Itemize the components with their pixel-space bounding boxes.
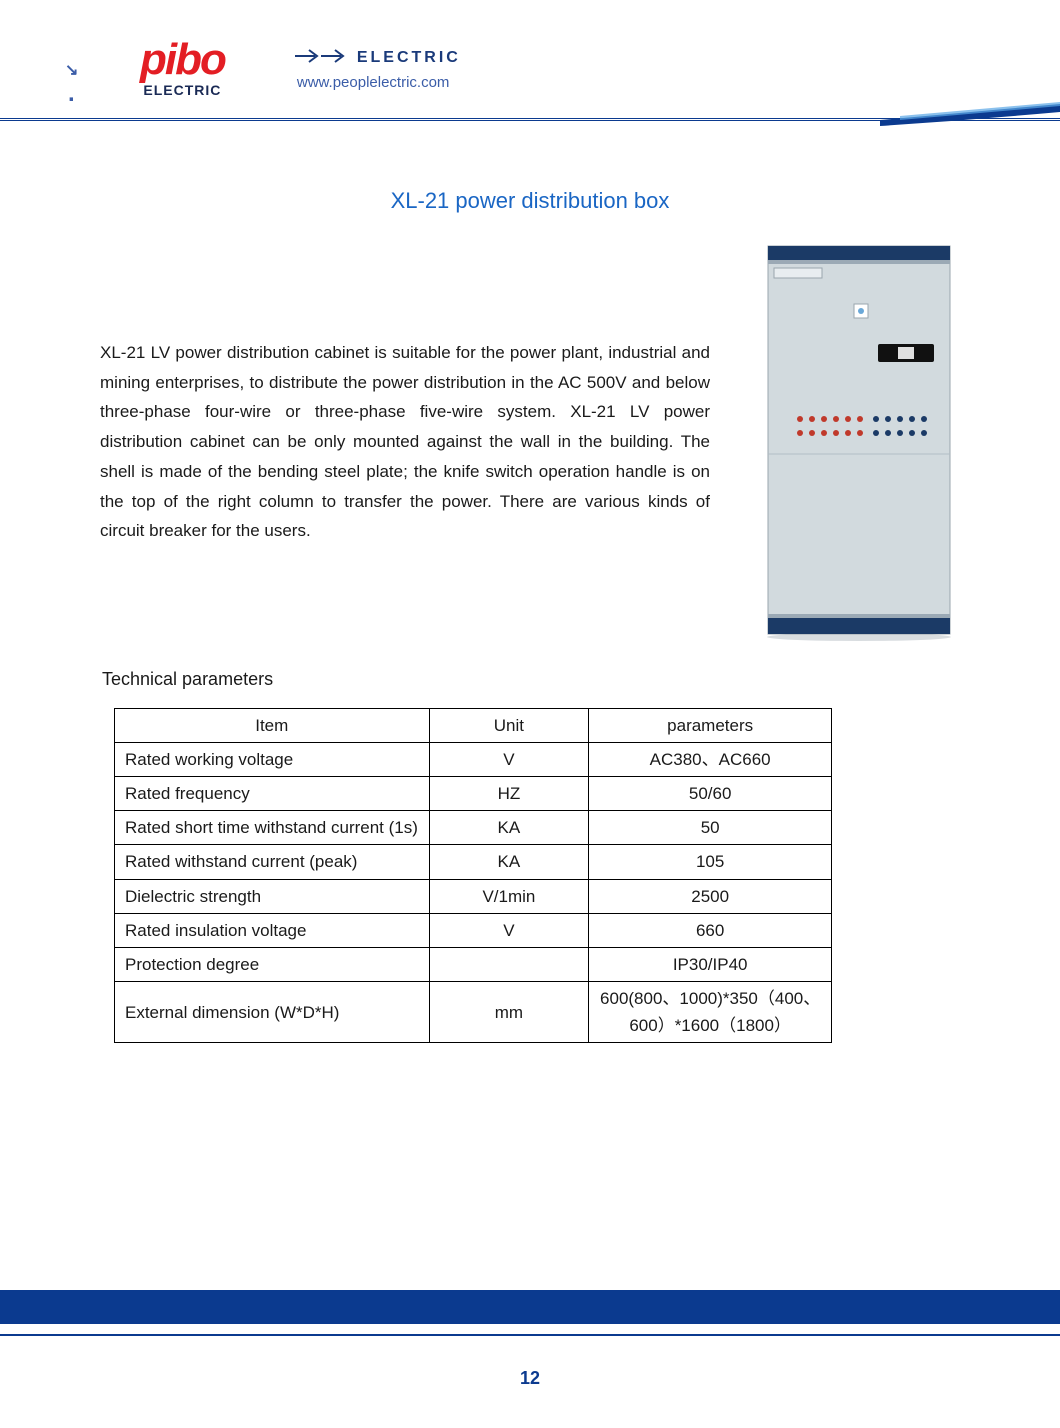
cell-item: External dimension (W*D*H)	[115, 982, 430, 1043]
cell-item: Rated frequency	[115, 776, 430, 810]
table-row: Rated insulation voltageV660	[115, 913, 832, 947]
body-row: XL-21 LV power distribution cabinet is s…	[100, 244, 960, 641]
cell-unit: KA	[429, 811, 589, 845]
cell-params: 660	[589, 913, 832, 947]
page-number: 12	[0, 1368, 1060, 1389]
footer-line	[0, 1334, 1060, 1336]
header-swoosh-icon	[880, 98, 1060, 128]
electric-label: ELECTRIC	[357, 49, 461, 67]
cell-unit: V	[429, 742, 589, 776]
cell-params: 105	[589, 845, 832, 879]
table-header-row: Item Unit parameters	[115, 708, 832, 742]
logo-subtext: ELECTRIC	[143, 82, 221, 98]
table-row: Dielectric strengthV/1min2500	[115, 879, 832, 913]
cell-params: IP30/IP40	[589, 947, 832, 981]
cell-unit: V/1min	[429, 879, 589, 913]
cell-item: Rated working voltage	[115, 742, 430, 776]
page-content: XL-21 power distribution box XL-21 LV po…	[0, 118, 1060, 1084]
electric-url: www.peoplelectric.com	[297, 74, 461, 91]
logo-text: pibo	[140, 40, 225, 80]
cell-unit	[429, 947, 589, 981]
cell-params: AC380、AC660	[589, 742, 832, 776]
cell-item: Protection degree	[115, 947, 430, 981]
table-row: Rated short time withstand current (1s)K…	[115, 811, 832, 845]
table-body: Rated working voltageVAC380、AC660Rated f…	[115, 742, 832, 1043]
table-row: External dimension (W*D*H)mm600(800、1000…	[115, 982, 832, 1043]
corner-dot-icon: .	[68, 80, 75, 108]
product-image	[758, 244, 960, 641]
table-subtitle: Technical parameters	[102, 669, 960, 690]
electric-block: ELECTRIC www.peoplelectric.com	[295, 47, 461, 91]
table-header-unit: Unit	[429, 708, 589, 742]
logo-block: pibo ELECTRIC	[140, 40, 225, 98]
table-header-item: Item	[115, 708, 430, 742]
table-row: Protection degree IP30/IP40	[115, 947, 832, 981]
table-row: Rated withstand current (peak)KA105	[115, 845, 832, 879]
cell-params: 50	[589, 811, 832, 845]
table-header-params: parameters	[589, 708, 832, 742]
parameters-table: Item Unit parameters Rated working volta…	[114, 708, 832, 1044]
cell-params: 50/60	[589, 776, 832, 810]
double-arrow-icon	[295, 47, 345, 70]
product-title: XL-21 power distribution box	[100, 188, 960, 214]
cell-unit: KA	[429, 845, 589, 879]
cell-item: Rated insulation voltage	[115, 913, 430, 947]
cell-unit: mm	[429, 982, 589, 1043]
footer-band	[0, 1290, 1060, 1324]
electric-row: ELECTRIC	[295, 47, 461, 70]
cell-unit: V	[429, 913, 589, 947]
cell-params: 2500	[589, 879, 832, 913]
cell-item: Rated withstand current (peak)	[115, 845, 430, 879]
product-description: XL-21 LV power distribution cabinet is s…	[100, 338, 710, 546]
corner-arrow-icon: ↘	[65, 60, 78, 80]
cell-item: Dielectric strength	[115, 879, 430, 913]
cell-params: 600(800、1000)*350（400、600）*1600（1800）	[589, 982, 832, 1043]
cell-item: Rated short time withstand current (1s)	[115, 811, 430, 845]
table-row: Rated frequencyHZ50/60	[115, 776, 832, 810]
table-row: Rated working voltageVAC380、AC660	[115, 742, 832, 776]
cell-unit: HZ	[429, 776, 589, 810]
